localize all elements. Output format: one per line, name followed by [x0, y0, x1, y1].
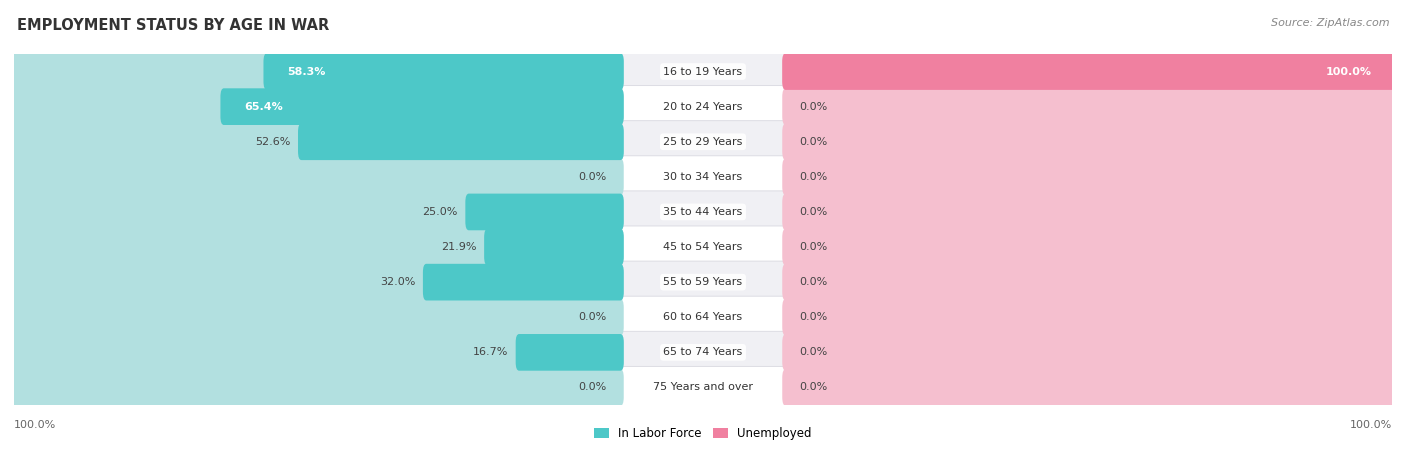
Text: 16.7%: 16.7% [472, 347, 508, 357]
Text: 0.0%: 0.0% [800, 312, 828, 322]
FancyBboxPatch shape [298, 123, 624, 160]
Text: 65 to 74 Years: 65 to 74 Years [664, 347, 742, 357]
FancyBboxPatch shape [484, 229, 624, 266]
Text: 0.0%: 0.0% [800, 137, 828, 147]
FancyBboxPatch shape [782, 369, 1395, 406]
Text: 0.0%: 0.0% [800, 347, 828, 357]
Text: EMPLOYMENT STATUS BY AGE IN WAR: EMPLOYMENT STATUS BY AGE IN WAR [17, 18, 329, 33]
Text: Source: ZipAtlas.com: Source: ZipAtlas.com [1271, 18, 1389, 28]
FancyBboxPatch shape [782, 334, 1395, 371]
FancyBboxPatch shape [782, 123, 1395, 160]
Text: 100.0%: 100.0% [14, 420, 56, 430]
Text: 0.0%: 0.0% [800, 242, 828, 252]
Text: 55 to 59 Years: 55 to 59 Years [664, 277, 742, 287]
Text: 52.6%: 52.6% [254, 137, 291, 147]
FancyBboxPatch shape [782, 53, 1395, 90]
Text: 0.0%: 0.0% [800, 207, 828, 217]
FancyBboxPatch shape [263, 53, 624, 90]
FancyBboxPatch shape [11, 158, 624, 195]
FancyBboxPatch shape [13, 296, 1393, 338]
Text: 25.0%: 25.0% [422, 207, 458, 217]
Text: 0.0%: 0.0% [800, 172, 828, 182]
Text: 0.0%: 0.0% [800, 277, 828, 287]
FancyBboxPatch shape [782, 194, 1395, 230]
FancyBboxPatch shape [465, 194, 624, 230]
FancyBboxPatch shape [13, 191, 1393, 233]
Text: 20 to 24 Years: 20 to 24 Years [664, 102, 742, 112]
Text: 0.0%: 0.0% [578, 312, 606, 322]
FancyBboxPatch shape [782, 299, 1395, 336]
FancyBboxPatch shape [13, 261, 1393, 303]
FancyBboxPatch shape [13, 366, 1393, 409]
Text: 21.9%: 21.9% [441, 242, 477, 252]
FancyBboxPatch shape [11, 123, 624, 160]
Text: 35 to 44 Years: 35 to 44 Years [664, 207, 742, 217]
FancyBboxPatch shape [13, 331, 1393, 374]
Text: 60 to 64 Years: 60 to 64 Years [664, 312, 742, 322]
Text: 0.0%: 0.0% [578, 382, 606, 392]
FancyBboxPatch shape [782, 229, 1395, 266]
Text: 30 to 34 Years: 30 to 34 Years [664, 172, 742, 182]
FancyBboxPatch shape [13, 226, 1393, 268]
FancyBboxPatch shape [423, 264, 624, 301]
Text: 16 to 19 Years: 16 to 19 Years [664, 67, 742, 76]
FancyBboxPatch shape [221, 88, 624, 125]
Text: 0.0%: 0.0% [800, 102, 828, 112]
FancyBboxPatch shape [782, 88, 1395, 125]
FancyBboxPatch shape [11, 229, 624, 266]
FancyBboxPatch shape [11, 88, 624, 125]
FancyBboxPatch shape [11, 53, 624, 90]
FancyBboxPatch shape [782, 264, 1395, 301]
Text: 0.0%: 0.0% [578, 172, 606, 182]
Text: 65.4%: 65.4% [245, 102, 283, 112]
FancyBboxPatch shape [516, 334, 624, 371]
FancyBboxPatch shape [11, 264, 624, 301]
Text: 100.0%: 100.0% [1350, 420, 1392, 430]
FancyBboxPatch shape [782, 53, 1395, 90]
Text: 25 to 29 Years: 25 to 29 Years [664, 137, 742, 147]
FancyBboxPatch shape [11, 369, 624, 406]
Legend: In Labor Force, Unemployed: In Labor Force, Unemployed [589, 422, 817, 445]
Text: 32.0%: 32.0% [380, 277, 415, 287]
FancyBboxPatch shape [782, 158, 1395, 195]
FancyBboxPatch shape [11, 334, 624, 371]
Text: 0.0%: 0.0% [800, 382, 828, 392]
FancyBboxPatch shape [11, 299, 624, 336]
FancyBboxPatch shape [13, 86, 1393, 128]
FancyBboxPatch shape [13, 50, 1393, 93]
FancyBboxPatch shape [13, 156, 1393, 198]
Text: 58.3%: 58.3% [288, 67, 326, 76]
Text: 100.0%: 100.0% [1326, 67, 1371, 76]
Text: 45 to 54 Years: 45 to 54 Years [664, 242, 742, 252]
FancyBboxPatch shape [13, 121, 1393, 163]
Text: 75 Years and over: 75 Years and over [652, 382, 754, 392]
FancyBboxPatch shape [11, 194, 624, 230]
